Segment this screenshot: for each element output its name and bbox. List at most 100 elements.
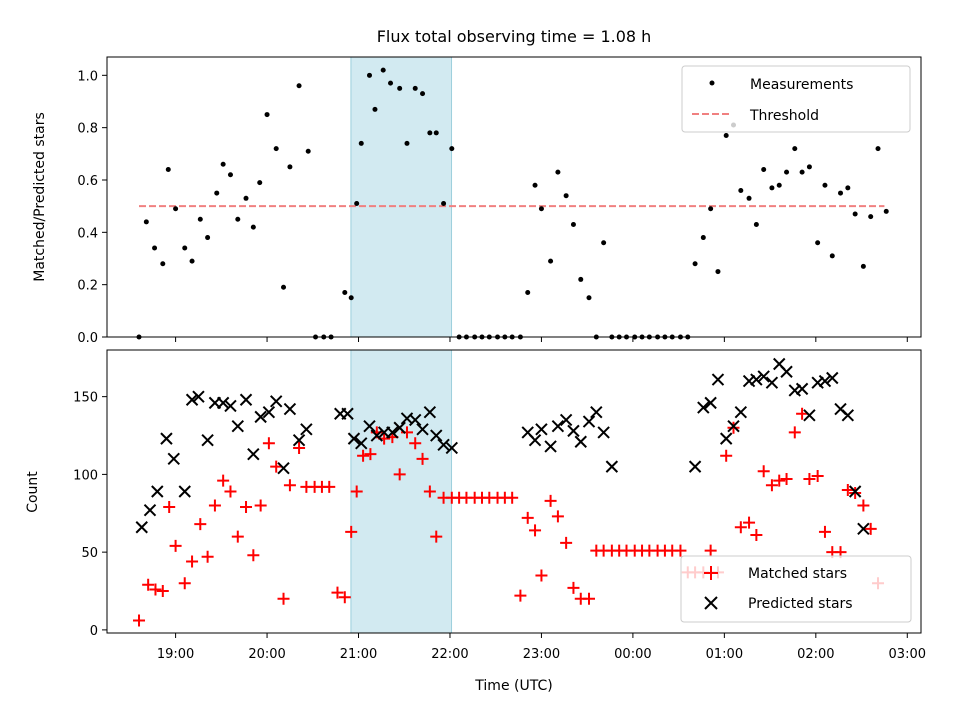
matched-star-point	[345, 525, 358, 538]
measurement-point	[806, 164, 812, 170]
predicted-star-point	[201, 433, 214, 447]
matched-star-point	[864, 522, 877, 535]
measurement-point	[761, 167, 767, 173]
matched-star-point	[350, 485, 363, 498]
measurement-point	[243, 195, 249, 201]
measurement-point	[799, 169, 805, 175]
measurement-point	[715, 269, 721, 275]
x-axis-label: Time (UTC)	[474, 678, 552, 694]
matched-star-point	[743, 516, 756, 529]
top-ytick-label: 0.4	[77, 226, 98, 241]
measurement-point	[412, 85, 418, 91]
predicted-star-point	[528, 433, 542, 447]
measurement-point	[227, 172, 233, 178]
measurement-point	[738, 187, 744, 193]
measurement-point	[296, 83, 302, 89]
top-ytick-label: 1.0	[77, 69, 98, 84]
legend-measurements-label: Measurements	[750, 77, 853, 93]
matched-star-point	[323, 480, 336, 493]
measurement-point	[792, 146, 798, 152]
predicted-star-point	[269, 395, 283, 408]
measurement-point	[692, 261, 698, 267]
measurement-point	[769, 185, 775, 191]
predicted-star-point	[803, 409, 816, 422]
measurement-point	[372, 106, 378, 112]
predicted-star-point	[363, 419, 376, 433]
measurement-point	[342, 290, 348, 296]
matched-star-point	[551, 510, 564, 523]
top-chart-title: Flux total observing time = 1.08 h	[377, 27, 652, 46]
predicted-star-point	[559, 413, 573, 427]
measurement-point	[525, 290, 531, 296]
matched-star-point	[416, 452, 429, 465]
measurement-point	[555, 169, 561, 175]
measurement-point	[700, 235, 706, 241]
measurement-point	[404, 140, 410, 146]
top-y-axis-label: Matched/Predicted stars	[32, 112, 48, 282]
xtick-label: 00:00	[614, 647, 651, 662]
matched-star-point	[560, 536, 573, 549]
matched-star-point	[734, 521, 747, 534]
top-highlight-span	[350, 56, 453, 338]
matched-star-point	[544, 494, 557, 507]
matched-star-point	[773, 474, 786, 487]
matched-star-point	[338, 591, 351, 604]
matched-star-point	[357, 449, 370, 462]
predicted-star-point	[719, 432, 733, 445]
predicted-star-point	[727, 419, 740, 433]
top-legend: Measurements Threshold	[681, 65, 911, 133]
measurement-point	[838, 190, 844, 196]
matched-star-point	[674, 544, 687, 557]
predicted-star-point	[597, 426, 610, 439]
top-ytick-label: 0.6	[77, 174, 98, 189]
predicted-star-point	[535, 423, 548, 436]
top-legend-box	[681, 65, 911, 133]
measurement-point	[354, 201, 360, 207]
measurement-point	[441, 201, 447, 207]
xtick-label: 22:00	[431, 647, 468, 662]
predicted-star-point	[818, 374, 832, 388]
matched-star-point	[194, 518, 207, 531]
matched-star-point	[277, 592, 290, 605]
matched-star-point	[796, 407, 809, 420]
matched-star-point	[720, 449, 733, 462]
matched-star-point	[841, 483, 854, 496]
legend-predicted-label: Predicted stars	[748, 596, 853, 612]
measurement-point	[784, 169, 790, 175]
matched-star-point	[163, 501, 176, 514]
matched-star-point	[178, 577, 191, 590]
measurement-point	[257, 180, 263, 186]
matched-star-point	[169, 539, 182, 552]
measurement-point	[548, 258, 554, 264]
measurement-point	[433, 130, 439, 136]
matched-star-point	[529, 524, 542, 537]
matched-star-point	[270, 460, 283, 473]
measurement-point	[214, 190, 220, 196]
measurement-point	[852, 211, 858, 217]
predicted-star-point	[795, 382, 809, 396]
predicted-star-point	[341, 407, 354, 420]
predicted-star-point	[857, 522, 870, 536]
measurement-point	[220, 161, 226, 167]
measurement-point	[868, 214, 874, 220]
measurement-point	[366, 72, 372, 78]
predicted-star-point	[370, 429, 384, 442]
matched-star-point	[514, 589, 527, 602]
measurement-point	[152, 245, 158, 251]
measurement-point	[397, 85, 403, 91]
predicted-star-point	[216, 396, 230, 410]
matched-star-point	[765, 479, 778, 492]
matched-star-point	[142, 578, 155, 591]
measurement-point	[601, 240, 607, 246]
predicted-star-point	[178, 485, 191, 498]
measurement-point	[449, 146, 455, 152]
bottom-ytick-label: 50	[81, 546, 98, 561]
measurement-point	[723, 133, 729, 139]
predicted-star-point	[437, 438, 450, 452]
bottom-ytick-label: 150	[73, 391, 98, 406]
measurement-point	[205, 235, 211, 241]
predicted-star-point	[231, 419, 244, 433]
matched-star-point	[757, 465, 770, 478]
predicted-star-point	[254, 410, 267, 424]
